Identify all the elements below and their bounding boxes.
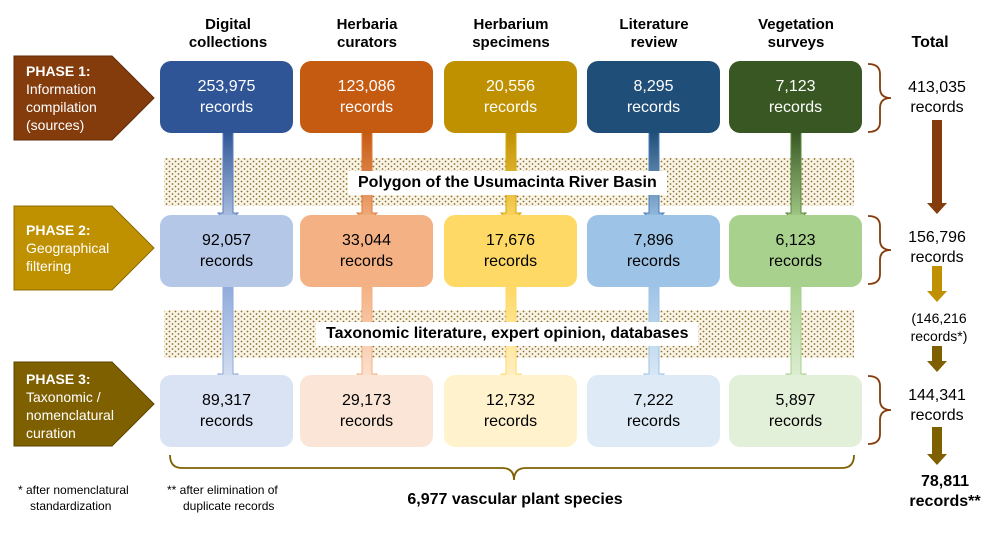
phase1-box-literature: 8,295 records — [587, 61, 720, 133]
record-unit: records — [483, 413, 538, 430]
total-unit: records — [910, 407, 964, 424]
record-count: 7,222 — [633, 392, 674, 409]
record-unit: records — [199, 413, 254, 430]
phase3-description: Taxonomic / nomenclatural curation — [26, 389, 114, 441]
record-count: 8,295 — [633, 78, 674, 95]
total-unit: records*) — [910, 328, 968, 344]
record-count: 7,123 — [775, 78, 816, 95]
total-phase2: 156,796 records — [897, 228, 977, 268]
phase2-label: PHASE 2: Geographical filtering — [26, 221, 146, 275]
record-count: 5,897 — [775, 392, 816, 409]
record-count: 17,676 — [486, 232, 535, 249]
phase2-box-literature: 7,896 records — [587, 215, 720, 287]
total-arrow-3 — [927, 346, 947, 372]
record-unit: records — [339, 99, 394, 116]
brace-phase3 — [867, 375, 892, 445]
record-unit: records — [483, 253, 538, 270]
record-unit: records — [339, 253, 394, 270]
record-count: 253,975 — [197, 78, 256, 95]
record-count: 29,173 — [342, 392, 391, 409]
species-summary: 6,977 vascular plant species — [407, 491, 623, 508]
brace-phase2 — [867, 215, 892, 285]
phase2-box-herbaria: 33,044 records — [300, 215, 433, 287]
total-count: 144,341 — [908, 387, 966, 404]
total-unit: records — [910, 249, 964, 266]
column-header-digital: Digital collections — [188, 16, 268, 51]
footnote-duplicates: ** after elimination of duplicate record… — [167, 482, 278, 514]
phase3-title: PHASE 3: — [26, 371, 91, 387]
record-count: 6,123 — [775, 232, 816, 249]
final-total-unit: records** — [909, 493, 981, 510]
phase3-box-digital: 89,317 records — [160, 375, 293, 447]
total-count: (146,216 — [911, 310, 967, 326]
geographic-filter-label: Polygon of the Usumacinta River Basin — [348, 171, 667, 195]
record-count: 123,086 — [337, 78, 396, 95]
phase3-arrow-shape — [13, 361, 155, 447]
phase3-label: PHASE 3: Taxonomic / nomenclatural curat… — [26, 370, 146, 442]
record-count: 89,317 — [202, 392, 251, 409]
record-count: 33,044 — [342, 232, 391, 249]
footnote-line: standardization — [30, 499, 112, 513]
bottom-brace — [169, 454, 855, 481]
column-header-specimens: Herbarium specimens — [472, 16, 550, 51]
phase2-description: Geographical filtering — [26, 240, 110, 274]
column-header-vegetation: Vegetation surveys — [758, 16, 834, 51]
total-arrow-4 — [927, 427, 947, 465]
phase2-arrow-shape — [13, 205, 155, 291]
phase1-title: PHASE 1: — [26, 63, 91, 79]
brace-phase1 — [867, 63, 892, 133]
column-header-literature: Literature review — [619, 16, 689, 51]
record-unit: records — [483, 99, 538, 116]
phase2-title: PHASE 2: — [26, 222, 91, 238]
record-count: 7,896 — [633, 232, 674, 249]
phase1-box-digital: 253,975 records — [160, 61, 293, 133]
phase3-box-herbaria: 29,173 records — [300, 375, 433, 447]
phase2-box-specimens: 17,676 records — [444, 215, 577, 287]
phase2-box-digital: 92,057 records — [160, 215, 293, 287]
total-unit: records — [910, 99, 964, 116]
final-total-count: 78,811 — [920, 473, 970, 490]
record-unit: records — [199, 99, 254, 116]
column-header-herbaria: Herbaria curators — [336, 16, 398, 51]
total-phase3: 144,341 records — [897, 386, 977, 426]
footnote-line: duplicate records — [183, 499, 275, 513]
total-intermediate: (146,216 records*) — [899, 309, 979, 345]
total-arrow-1 — [927, 120, 947, 214]
record-count: 20,556 — [486, 78, 535, 95]
record-unit: records — [626, 413, 681, 430]
footnote-line: ** after elimination of — [167, 483, 278, 497]
record-unit: records — [626, 253, 681, 270]
total-phase1: 413,035 records — [897, 78, 977, 118]
record-unit: records — [768, 413, 823, 430]
phase3-box-literature: 7,222 records — [587, 375, 720, 447]
phase1-box-specimens: 20,556 records — [444, 61, 577, 133]
taxonomic-filter-label: Taxonomic literature, expert opinion, da… — [316, 322, 699, 346]
record-unit: records — [339, 413, 394, 430]
total-arrow-2 — [927, 266, 947, 302]
phase1-box-vegetation: 7,123 records — [729, 61, 862, 133]
final-total: 78,811 records** — [890, 472, 1000, 512]
record-unit: records — [768, 253, 823, 270]
total-header: Total — [911, 34, 949, 51]
phase3-box-specimens: 12,732 records — [444, 375, 577, 447]
total-count: 156,796 — [908, 229, 966, 246]
column-arrows-phase1 — [216, 131, 808, 225]
record-count: 92,057 — [202, 232, 251, 249]
phase1-description: Information compilation (sources) — [26, 81, 97, 133]
record-unit: records — [626, 99, 681, 116]
record-unit: records — [768, 99, 823, 116]
phase1-label: PHASE 1: Information compilation (source… — [26, 62, 146, 134]
phase3-box-vegetation: 5,897 records — [729, 375, 862, 447]
phase1-arrow-shape — [13, 55, 155, 141]
phase2-box-vegetation: 6,123 records — [729, 215, 862, 287]
record-unit: records — [199, 253, 254, 270]
footnote-line: * after nomenclatural — [18, 483, 129, 497]
record-count: 12,732 — [486, 392, 535, 409]
total-count: 413,035 — [908, 79, 966, 96]
phase1-box-herbaria: 123,086 records — [300, 61, 433, 133]
footnote-nomenclatural: * after nomenclatural standardization — [18, 482, 129, 514]
